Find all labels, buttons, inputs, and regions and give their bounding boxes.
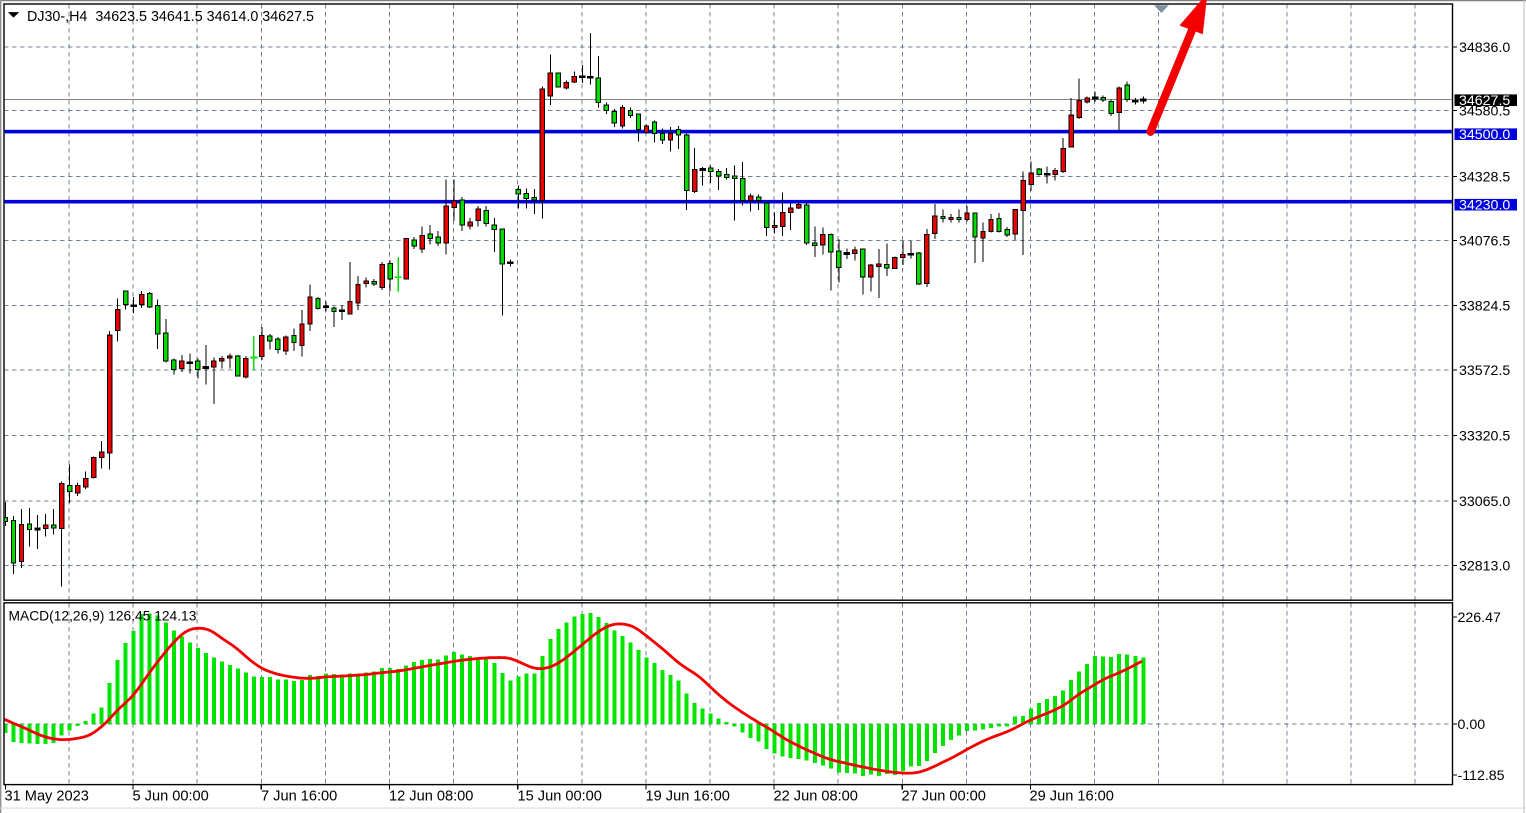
svg-text:15 Jun 00:00: 15 Jun 00:00 — [518, 789, 602, 805]
svg-text:19 Jun 16:00: 19 Jun 16:00 — [646, 789, 730, 805]
svg-text:12 Jun 08:00: 12 Jun 08:00 — [389, 789, 473, 805]
svg-text:34230.0: 34230.0 — [1459, 197, 1510, 213]
svg-text:32813.0: 32813.0 — [1459, 558, 1510, 574]
svg-text:DJ30-,H4 34623.5 34641.5 3461: DJ30-,H4 34623.5 34641.5 34614.0 34627.5 — [27, 9, 314, 25]
svg-text:31 May 2023: 31 May 2023 — [5, 789, 89, 805]
svg-text:34580.5: 34580.5 — [1459, 103, 1510, 119]
svg-text:34836.0: 34836.0 — [1459, 40, 1510, 56]
svg-text:33065.0: 33065.0 — [1459, 494, 1510, 510]
svg-text:34500.0: 34500.0 — [1459, 127, 1510, 143]
svg-text:34076.5: 34076.5 — [1459, 233, 1510, 249]
svg-text:7 Jun 16:00: 7 Jun 16:00 — [261, 789, 337, 805]
svg-text:34627.5: 34627.5 — [1459, 93, 1510, 109]
svg-text:MACD(12,26,9) 126.45 124.13: MACD(12,26,9) 126.45 124.13 — [9, 609, 197, 624]
svg-text:33572.5: 33572.5 — [1459, 363, 1510, 379]
svg-text:0.00: 0.00 — [1458, 717, 1486, 733]
svg-text:22 Jun 08:00: 22 Jun 08:00 — [774, 789, 858, 805]
svg-text:27 Jun 00:00: 27 Jun 00:00 — [902, 789, 986, 805]
svg-text:34328.5: 34328.5 — [1459, 169, 1510, 185]
svg-text:226.47: 226.47 — [1458, 610, 1502, 626]
svg-text:33320.5: 33320.5 — [1459, 428, 1510, 444]
svg-text:-112.85: -112.85 — [1458, 768, 1505, 784]
svg-text:29 Jun 16:00: 29 Jun 16:00 — [1030, 789, 1114, 805]
svg-text:33824.5: 33824.5 — [1459, 298, 1510, 314]
svg-text:5 Jun 00:00: 5 Jun 00:00 — [133, 789, 209, 805]
